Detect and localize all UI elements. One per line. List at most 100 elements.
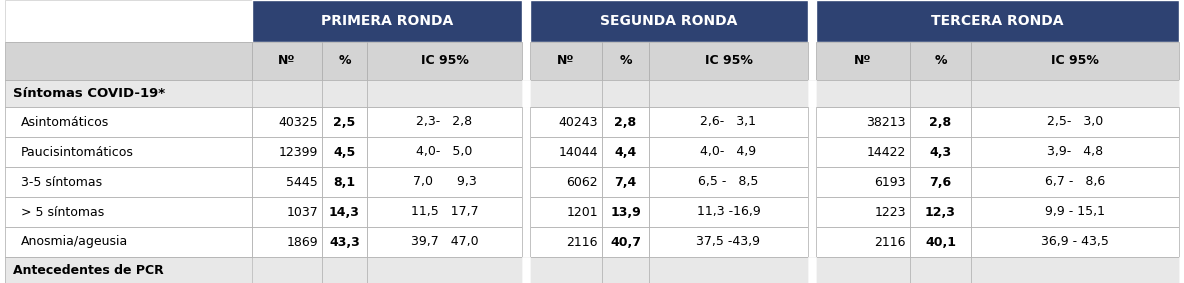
Bar xyxy=(816,107,910,137)
Bar xyxy=(522,137,530,167)
Text: 6062: 6062 xyxy=(566,175,598,188)
Text: 40243: 40243 xyxy=(559,115,598,128)
Text: IC 95%: IC 95% xyxy=(1051,55,1099,68)
Bar xyxy=(816,197,910,227)
Text: 1869: 1869 xyxy=(287,235,318,248)
Bar xyxy=(322,137,367,167)
Text: IC 95%: IC 95% xyxy=(420,55,469,68)
Text: TERCERA RONDA: TERCERA RONDA xyxy=(932,14,1063,28)
Text: %: % xyxy=(934,55,947,68)
Text: 13,9: 13,9 xyxy=(610,205,641,218)
Text: 6193: 6193 xyxy=(875,175,906,188)
Bar xyxy=(807,227,816,257)
Bar xyxy=(601,42,649,80)
Text: 2,8: 2,8 xyxy=(614,115,637,128)
Bar xyxy=(5,197,252,227)
Text: 7,0      9,3: 7,0 9,3 xyxy=(413,175,476,188)
Bar xyxy=(601,107,649,137)
Text: 4,5: 4,5 xyxy=(334,145,355,158)
Bar xyxy=(530,107,601,137)
Text: 40325: 40325 xyxy=(278,115,318,128)
Bar xyxy=(322,80,367,107)
Bar xyxy=(1179,42,1184,80)
Text: %: % xyxy=(619,55,632,68)
Bar xyxy=(530,0,807,42)
Bar xyxy=(5,80,1179,107)
Bar xyxy=(807,80,816,107)
Text: 2,6-   3,1: 2,6- 3,1 xyxy=(701,115,757,128)
Bar xyxy=(971,42,1179,80)
Bar xyxy=(971,80,1179,107)
Bar xyxy=(910,42,971,80)
Bar xyxy=(322,197,367,227)
Text: 14422: 14422 xyxy=(867,145,906,158)
Text: Síntomas COVID-19*: Síntomas COVID-19* xyxy=(13,87,165,100)
Text: 40,7: 40,7 xyxy=(610,235,641,248)
Bar xyxy=(367,257,522,283)
Bar xyxy=(530,257,601,283)
Bar xyxy=(649,227,807,257)
Bar xyxy=(367,227,522,257)
Text: 2,8: 2,8 xyxy=(929,115,952,128)
Bar xyxy=(649,257,807,283)
Bar xyxy=(1179,167,1184,197)
Text: 36,9 - 43,5: 36,9 - 43,5 xyxy=(1041,235,1109,248)
Bar xyxy=(1179,137,1184,167)
Bar xyxy=(322,107,367,137)
Bar xyxy=(649,80,807,107)
Text: 12,3: 12,3 xyxy=(925,205,955,218)
Bar xyxy=(367,137,522,167)
Bar xyxy=(252,42,322,80)
Bar xyxy=(5,167,252,197)
Text: Paucisintomáticos: Paucisintomáticos xyxy=(21,145,134,158)
Bar xyxy=(971,137,1179,167)
Bar xyxy=(522,197,530,227)
Bar xyxy=(367,197,522,227)
Text: 2,3-   2,8: 2,3- 2,8 xyxy=(417,115,472,128)
Bar xyxy=(807,197,816,227)
Bar xyxy=(252,137,322,167)
Text: 2,5: 2,5 xyxy=(334,115,355,128)
Bar xyxy=(910,227,971,257)
Bar xyxy=(649,137,807,167)
Bar xyxy=(5,42,252,80)
Bar xyxy=(910,107,971,137)
Text: Nº: Nº xyxy=(558,55,574,68)
Text: 38213: 38213 xyxy=(867,115,906,128)
Bar xyxy=(5,137,252,167)
Bar xyxy=(252,80,322,107)
Bar xyxy=(1179,80,1184,107)
Text: 39,7   47,0: 39,7 47,0 xyxy=(411,235,478,248)
Bar xyxy=(367,80,522,107)
Bar xyxy=(816,42,910,80)
Bar xyxy=(1179,257,1184,283)
Text: 8,1: 8,1 xyxy=(334,175,355,188)
Bar xyxy=(601,227,649,257)
Bar xyxy=(530,197,601,227)
Bar xyxy=(522,0,530,42)
Text: Nº: Nº xyxy=(854,55,871,68)
Bar xyxy=(649,42,807,80)
Text: Asintomáticos: Asintomáticos xyxy=(21,115,109,128)
Bar xyxy=(816,257,910,283)
Bar xyxy=(5,257,1179,283)
Text: 12399: 12399 xyxy=(278,145,318,158)
Text: 7,6: 7,6 xyxy=(929,175,952,188)
Text: 6,7 -   8,6: 6,7 - 8,6 xyxy=(1044,175,1105,188)
Bar xyxy=(1179,227,1184,257)
Bar xyxy=(322,227,367,257)
Bar xyxy=(971,257,1179,283)
Bar xyxy=(1179,0,1184,42)
Bar xyxy=(5,0,252,42)
Bar xyxy=(971,197,1179,227)
Bar xyxy=(816,0,1179,42)
Text: 5445: 5445 xyxy=(287,175,318,188)
Bar xyxy=(252,107,322,137)
Text: 7,4: 7,4 xyxy=(614,175,637,188)
Text: 4,4: 4,4 xyxy=(614,145,637,158)
Text: 4,0-   4,9: 4,0- 4,9 xyxy=(701,145,757,158)
Bar xyxy=(530,137,601,167)
Text: 3,9-   4,8: 3,9- 4,8 xyxy=(1047,145,1103,158)
Text: 1037: 1037 xyxy=(287,205,318,218)
Text: 4,0-   5,0: 4,0- 5,0 xyxy=(417,145,472,158)
